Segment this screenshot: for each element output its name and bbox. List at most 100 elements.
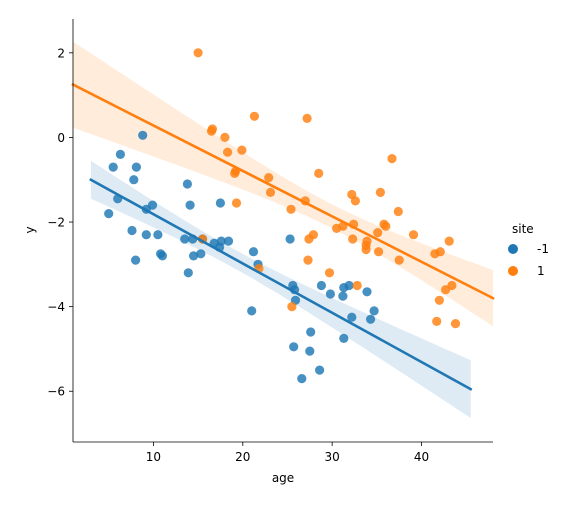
point-series-0-47 [362, 287, 372, 297]
y-tick-label-3: −4 [47, 300, 65, 314]
x-tick-label-0: 10 [146, 450, 161, 464]
y-axis-label: y [23, 226, 37, 233]
point-series-0-7 [131, 162, 141, 172]
point-series-0-36 [297, 374, 307, 384]
point-series-0-38 [306, 327, 316, 337]
point-series-0-42 [338, 291, 348, 301]
point-series-0-40 [316, 280, 326, 291]
point-series-0-45 [344, 280, 354, 291]
x-tick-label-3: 40 [414, 450, 429, 464]
point-series-1-32 [362, 236, 372, 246]
point-series-1-10 [249, 111, 259, 121]
point-series-0-28 [247, 306, 257, 316]
point-series-1-39 [393, 206, 403, 217]
point-series-0-49 [369, 306, 379, 316]
legend-marker-series-1 [508, 266, 518, 276]
point-series-0-33 [289, 342, 299, 352]
axes [72, 19, 493, 443]
point-series-0-26 [216, 236, 226, 246]
point-series-1-34 [374, 247, 384, 257]
point-series-1-37 [381, 221, 391, 231]
point-series-1-22 [324, 268, 335, 278]
point-series-0-31 [285, 234, 295, 244]
point-series-0-11 [147, 200, 158, 210]
confidence-band-series-1 [73, 41, 493, 327]
legend-marker-series-0 [508, 244, 518, 254]
point-series-1-38 [387, 154, 397, 164]
data-points [104, 48, 461, 384]
y-tick-label-1: 0 [57, 131, 65, 145]
point-series-1-14 [286, 204, 296, 214]
x-tick-label-2: 30 [325, 450, 340, 464]
point-series-0-46 [347, 312, 357, 322]
point-series-0-12 [153, 230, 163, 240]
point-series-0-4 [127, 225, 137, 236]
point-series-0-48 [366, 314, 376, 324]
fit-line-series-1 [71, 82, 495, 300]
point-series-0-0 [104, 209, 114, 219]
point-series-0-41 [325, 289, 335, 299]
point-series-1-41 [408, 230, 419, 240]
point-series-1-49 [450, 319, 461, 329]
point-series-1-33 [373, 228, 383, 238]
point-series-1-3 [207, 124, 217, 134]
point-series-1-29 [352, 280, 362, 291]
y-tick-label-2: −2 [47, 216, 65, 230]
point-series-0-25 [215, 198, 225, 208]
confidence-bands [73, 41, 493, 419]
point-series-1-8 [231, 198, 242, 208]
point-series-1-31 [361, 244, 371, 255]
point-series-0-15 [180, 234, 190, 244]
point-series-0-18 [185, 200, 195, 210]
x-ticks: 10 20 30 40 [146, 442, 429, 464]
point-series-0-3 [115, 149, 125, 159]
point-series-1-43 [432, 316, 442, 326]
point-series-0-20 [189, 251, 199, 261]
point-series-1-48 [447, 280, 457, 291]
point-series-1-45 [435, 247, 445, 257]
point-series-0-44 [339, 333, 349, 343]
point-series-1-5 [223, 147, 233, 157]
point-series-1-44 [434, 295, 444, 305]
point-series-1-15 [287, 302, 297, 312]
point-series-1-0 [193, 48, 203, 58]
fit-line-series-0 [89, 177, 473, 391]
legend: site -1 1 [508, 222, 549, 278]
point-series-0-39 [315, 365, 325, 375]
point-series-0-5 [129, 175, 139, 185]
point-series-0-27 [223, 236, 234, 246]
point-series-1-4 [220, 132, 230, 142]
point-series-1-26 [348, 234, 358, 244]
y-tick-label-0: 2 [57, 46, 65, 60]
y-ticks: 2 0 −2 −4 −6 [47, 46, 73, 399]
point-series-1-18 [303, 255, 313, 265]
point-series-0-14 [157, 251, 167, 261]
point-series-0-1 [108, 162, 118, 172]
regression-lines [71, 82, 495, 391]
point-series-1-21 [314, 168, 324, 178]
point-series-0-17 [183, 268, 193, 278]
point-series-0-37 [305, 346, 315, 356]
point-series-1-9 [237, 145, 247, 155]
point-series-1-35 [375, 187, 385, 197]
confidence-band-series-0 [90, 160, 471, 419]
point-series-0-10 [141, 230, 151, 240]
point-series-1-20 [308, 230, 318, 240]
point-series-0-29 [248, 247, 259, 257]
point-series-1-13 [265, 187, 276, 197]
point-series-0-16 [182, 179, 192, 189]
x-tick-label-1: 20 [235, 450, 250, 464]
point-series-0-8 [138, 130, 148, 140]
y-tick-label-4: −6 [47, 385, 65, 399]
point-series-1-12 [264, 173, 274, 183]
x-axis-label: age [272, 471, 294, 485]
legend-label-series-0: -1 [537, 242, 549, 256]
point-series-1-28 [350, 196, 360, 206]
point-series-1-47 [444, 236, 454, 246]
legend-label-series-1: 1 [537, 264, 545, 278]
point-series-0-21 [196, 249, 206, 259]
legend-title: site [512, 222, 534, 236]
point-series-1-17 [302, 113, 312, 123]
